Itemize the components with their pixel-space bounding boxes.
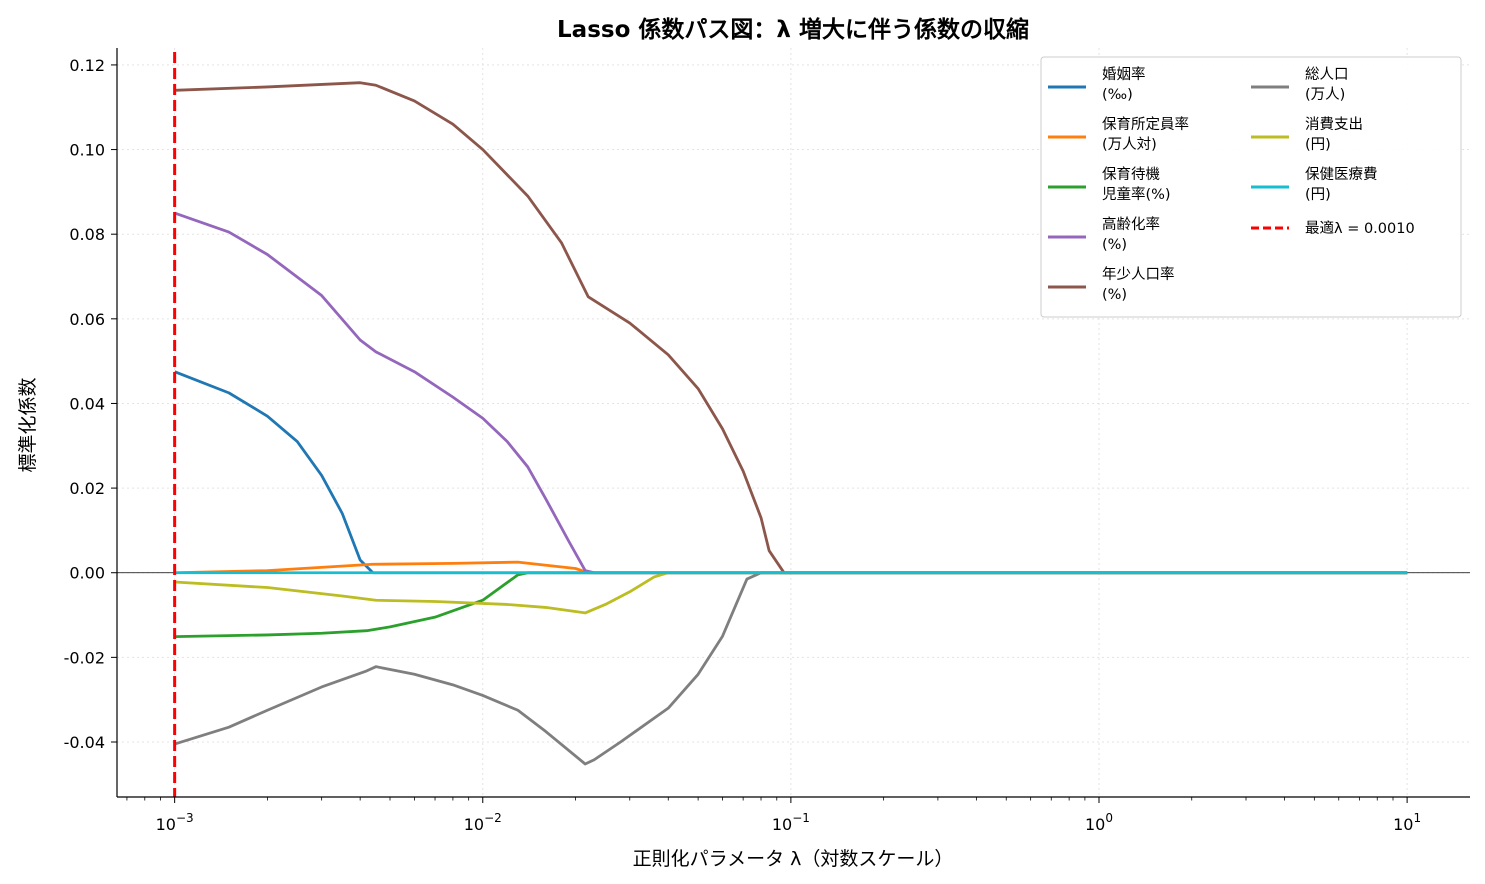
y-tick-label: 0.02 xyxy=(69,479,105,498)
x-tick-label: 10−1 xyxy=(772,811,810,834)
legend-label: 児童率(%) xyxy=(1102,185,1171,203)
legend-label: 消費支出 xyxy=(1305,116,1363,133)
x-tick-label: 100 xyxy=(1085,811,1113,834)
series-layer xyxy=(174,81,1408,766)
legend-label: 高齢化率 xyxy=(1102,216,1160,233)
legend-label: (万人対) xyxy=(1102,136,1157,153)
legend-label: 保育所定員率 xyxy=(1102,116,1189,133)
legend-label: (円) xyxy=(1305,187,1331,203)
legend-label: (円) xyxy=(1305,137,1331,153)
legend-label: 婚姻率 xyxy=(1102,66,1146,83)
x-tick-label: 10−3 xyxy=(156,811,194,834)
legend-label: (%) xyxy=(1102,287,1127,303)
y-tick-label: -0.04 xyxy=(64,733,105,752)
axes xyxy=(111,48,1470,803)
series-line xyxy=(174,571,1408,766)
y-tick-label: 0.08 xyxy=(69,225,105,244)
legend-label: 保育待機 xyxy=(1102,166,1160,183)
legend-label: 年少人口率 xyxy=(1102,266,1175,283)
chart-title: Lasso 係数パス図：λ 増大に伴う係数の収縮 xyxy=(557,16,1029,43)
tick-labels: 0.12 0.10 0.08 0.06 0.04 0.02 0.00 -0.02 -0.04 10… xyxy=(64,56,1422,834)
series-line xyxy=(174,81,1408,575)
series-line xyxy=(174,571,1408,615)
legend-label: (‰) xyxy=(1102,87,1133,103)
y-tick-label: 0.10 xyxy=(69,141,105,160)
y-tick-label: 0.00 xyxy=(69,564,105,583)
series-line xyxy=(174,211,1408,575)
y-tick-label: 0.06 xyxy=(69,310,105,329)
legend-label: (万人) xyxy=(1305,86,1345,103)
y-axis-title: 標準化係数 xyxy=(17,377,39,472)
legend-label: 総人口 xyxy=(1305,66,1349,83)
legend-label: (%) xyxy=(1102,237,1127,253)
x-tick-label: 101 xyxy=(1393,811,1421,834)
y-tick-label: 0.12 xyxy=(69,56,105,75)
legend-label: 保健医療費 xyxy=(1305,166,1378,183)
series-line xyxy=(174,370,1408,575)
x-axis-title: 正則化パラメータ λ（対数スケール） xyxy=(633,848,954,870)
y-tick-label: -0.02 xyxy=(64,648,105,667)
y-tick-label: 0.04 xyxy=(69,394,105,413)
x-tick-label: 10−2 xyxy=(464,811,502,834)
legend-label: 最適λ = 0.0010 xyxy=(1305,219,1415,237)
